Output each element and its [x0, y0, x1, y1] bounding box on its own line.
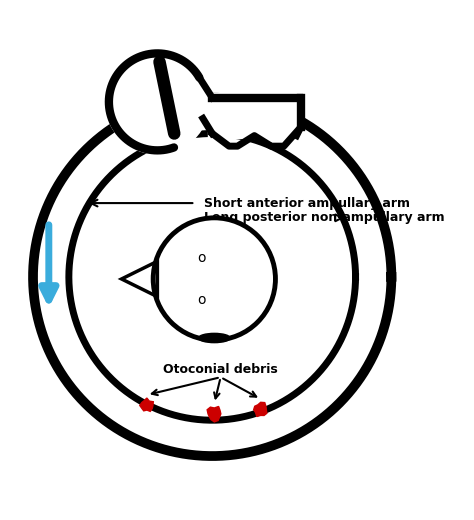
Text: Long posterior non-ampullary arm: Long posterior non-ampullary arm	[204, 211, 445, 224]
Circle shape	[258, 407, 263, 412]
Circle shape	[145, 406, 148, 409]
Polygon shape	[157, 102, 214, 115]
Polygon shape	[140, 398, 153, 411]
Circle shape	[145, 402, 148, 406]
Circle shape	[261, 408, 265, 413]
Circle shape	[212, 411, 216, 415]
Circle shape	[212, 409, 218, 414]
Polygon shape	[207, 407, 221, 422]
Polygon shape	[254, 402, 267, 417]
Text: Otoconial debris: Otoconial debris	[163, 363, 278, 376]
Polygon shape	[208, 94, 301, 138]
Text: Short anterior ampullary arm: Short anterior ampullary arm	[204, 197, 410, 210]
Ellipse shape	[199, 333, 230, 343]
Circle shape	[212, 413, 216, 418]
Circle shape	[153, 218, 275, 340]
Circle shape	[143, 404, 148, 409]
Text: o: o	[197, 293, 206, 307]
Circle shape	[260, 409, 263, 412]
Circle shape	[105, 49, 210, 154]
Text: o: o	[197, 251, 206, 265]
